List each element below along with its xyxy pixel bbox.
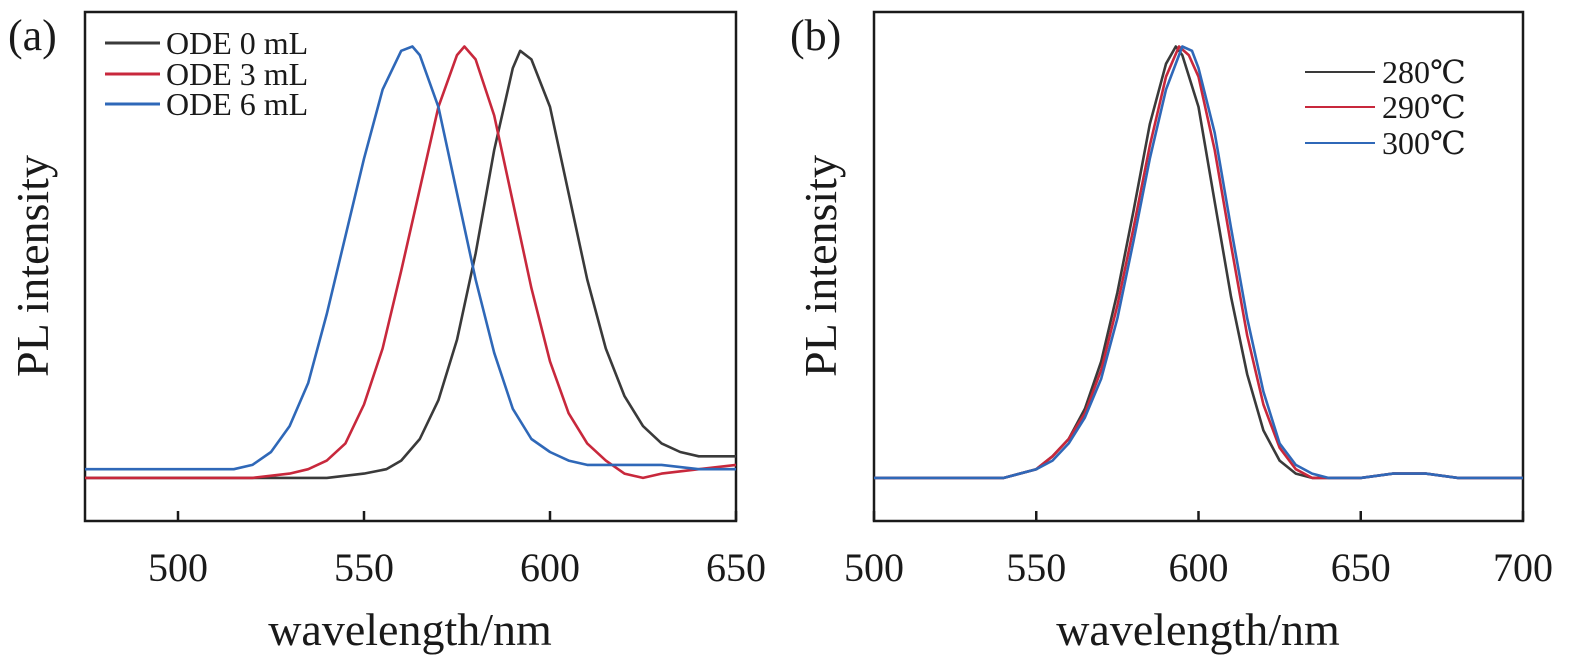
legend-text-ode-3-ml: ODE 3 mL [166, 56, 308, 92]
x-tick-label-500: 500 [148, 545, 208, 590]
series-line-ode-6-ml [85, 45, 736, 471]
panel-b-legend: 280℃ 290℃ 300℃ [1305, 54, 1466, 161]
legend-text-290c: 290℃ [1382, 89, 1466, 125]
x-tick-label-550: 550 [334, 545, 394, 590]
series-line-300c [874, 45, 1523, 480]
x-tick-label-650: 650 [706, 545, 766, 590]
legend-text-ode-0-ml: ODE 0 mL [166, 25, 308, 61]
panel-b-label: (b) [790, 11, 841, 60]
series-line-ode-0-ml [85, 49, 736, 480]
x-tick-label-700: 700 [1493, 545, 1553, 590]
legend-text-300c: 300℃ [1382, 125, 1466, 161]
x-tick-label-650: 650 [1331, 545, 1391, 590]
x-tick-label-600: 600 [1169, 545, 1229, 590]
series-line-ode-3-ml [85, 45, 737, 480]
panel-b-x-ticks: 500 550 600 650 700 [844, 511, 1553, 590]
x-tick-label-500: 500 [844, 545, 904, 590]
panel-b-y-axis-label: PL intensity [795, 155, 846, 377]
panel-a: (a) PL intensity wavelength/nm 500 550 600… [7, 10, 766, 655]
panel-a-x-ticks: 500 550 600 650 [148, 511, 766, 590]
panel-a-series-lines [85, 45, 737, 480]
legend-text-280c: 280℃ [1382, 54, 1466, 90]
panel-a-y-axis-label: PL intensity [7, 155, 58, 377]
panel-a-label: (a) [8, 11, 57, 60]
x-tick-label-600: 600 [520, 545, 580, 590]
panel-b-series-lines [874, 45, 1523, 480]
panel-a-plot-frame [83, 10, 738, 523]
x-tick-label-550: 550 [1006, 545, 1066, 590]
panel-b: (b) PL intensity wavelength/nm 500 550 600… [790, 10, 1553, 655]
panel-a-legend: ODE 0 mL ODE 3 mL ODE 6 mL [105, 25, 308, 122]
panel-a-x-axis-label: wavelength/nm [268, 604, 552, 655]
legend-text-ode-6-ml: ODE 6 mL [166, 86, 308, 122]
panel-b-x-axis-label: wavelength/nm [1056, 604, 1340, 655]
